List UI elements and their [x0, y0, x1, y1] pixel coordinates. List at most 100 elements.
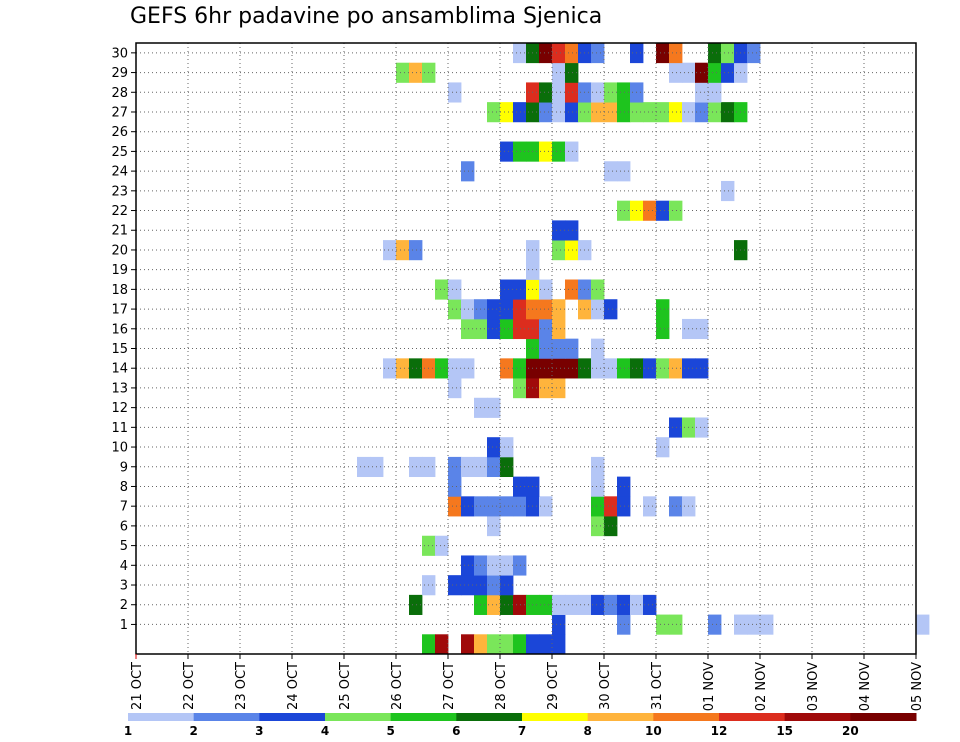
- heatmap-cell: [565, 82, 579, 103]
- heatmap-cell: [552, 338, 566, 359]
- heatmap-cell: [669, 43, 683, 64]
- x-axis: 21 OCT 22 OCT 23 OCT 24 OCT 25 OCT 26 OCT 27 O…: [130, 654, 925, 711]
- heatmap-cell: [487, 437, 501, 458]
- heatmap-cell: [721, 62, 735, 83]
- heatmap-cell: [747, 43, 761, 64]
- x-tick-label: 21 OCT: [130, 662, 145, 710]
- heatmap-cell: [435, 535, 449, 556]
- heatmap-cell: [708, 614, 722, 635]
- colorbar-swatch: [653, 713, 720, 721]
- heatmap-cell: [487, 456, 501, 478]
- heatmap-cell: [552, 299, 566, 320]
- chart-title: GEFS 6hr padavine po ansamblima Sjenica: [130, 4, 603, 29]
- heatmap-cell: [500, 437, 514, 458]
- y-tick-label: 6: [120, 519, 128, 534]
- x-tick-label: 04 NOV: [858, 662, 873, 711]
- y-tick-label: 28: [111, 86, 128, 101]
- heatmap-cell: [565, 62, 579, 83]
- heatmap-cell: [422, 634, 436, 655]
- heatmap-cell: [565, 220, 579, 241]
- x-tick-label: 24 OCT: [286, 662, 301, 710]
- heatmap-cell: [708, 43, 722, 64]
- heatmap-cell: [513, 358, 527, 379]
- colorbar-label: 20: [842, 724, 859, 738]
- y-tick-label: 24: [111, 165, 128, 180]
- heatmap-cell: [500, 634, 514, 655]
- heatmap-cell: [695, 417, 709, 438]
- heatmap-cell: [656, 299, 670, 320]
- colorbar-label: 12: [711, 724, 728, 738]
- heatmap-cell: [604, 299, 618, 320]
- heatmap-cell: [513, 279, 527, 300]
- heatmap-cell: [721, 43, 735, 64]
- heatmap-cell: [565, 358, 579, 379]
- heatmap-cell: [617, 358, 631, 379]
- heatmap-cell: [617, 476, 631, 497]
- heatmap-cell: [591, 456, 605, 478]
- x-tick-label: 23 OCT: [234, 662, 249, 710]
- heatmap-cell: [552, 358, 566, 379]
- heatmap-cell: [409, 594, 423, 615]
- heatmap-cell: [539, 279, 553, 300]
- heatmap-cell: [513, 594, 527, 615]
- heatmap-cell: [656, 43, 670, 64]
- heatmap-cell: [487, 318, 501, 340]
- heatmap-cell: [539, 496, 553, 517]
- heatmap-cell: [539, 594, 553, 615]
- colorbar-label: 5: [386, 724, 394, 738]
- y-tick-label: 29: [111, 66, 128, 81]
- heatmap-cell: [760, 614, 774, 635]
- heatmap-cell: [552, 141, 566, 162]
- heatmap-cell: [513, 496, 527, 517]
- y-tick-label: 27: [111, 105, 128, 120]
- heatmap-cell: [539, 634, 553, 655]
- colorbar-swatch: [587, 713, 654, 721]
- colorbar-swatch: [784, 713, 851, 721]
- heatmap-cell: [500, 456, 514, 478]
- colorbar-swatch: [193, 713, 260, 721]
- heatmap-cell: [591, 82, 605, 103]
- heatmap-cell: [500, 555, 514, 576]
- heatmap-cell: [396, 358, 410, 379]
- heatmap-cell: [526, 634, 540, 655]
- heatmap-cell: [448, 496, 462, 517]
- heatmap-cell: [448, 378, 462, 399]
- heatmap-cell: [669, 614, 683, 635]
- heatmap-cell: [461, 575, 475, 596]
- y-tick-label: 14: [111, 362, 128, 377]
- heatmap-cell: [461, 161, 475, 182]
- heatmap-cell: [500, 594, 514, 615]
- x-tick-label: 02 NOV: [754, 662, 769, 711]
- heatmap-cell: [591, 279, 605, 300]
- heatmap-cell: [487, 555, 501, 576]
- heatmap-cell: [565, 279, 579, 300]
- heatmap-cell: [591, 516, 605, 537]
- colorbar-label: 2: [189, 724, 197, 738]
- heatmap-cell: [604, 161, 618, 182]
- heatmap-cell: [448, 82, 462, 103]
- heatmap-cell: [643, 496, 657, 517]
- colorbar-swatch: [128, 713, 195, 721]
- heatmap-cell: [552, 102, 566, 123]
- y-tick-label: 17: [111, 303, 128, 318]
- x-tick-label: 27 OCT: [442, 662, 457, 710]
- heatmap-cell: [500, 496, 514, 517]
- heatmap-cell: [552, 594, 566, 615]
- heatmap-cell: [435, 279, 449, 300]
- y-tick-label: 4: [120, 559, 128, 574]
- heatmap-cell: [500, 102, 514, 123]
- heatmap-cell: [513, 318, 527, 340]
- heatmap-cell: [604, 82, 618, 103]
- heatmap-cell: [552, 318, 566, 340]
- colorbar-swatch: [325, 713, 392, 721]
- heatmap-cell: [539, 141, 553, 162]
- colorbar-label: 1: [124, 724, 132, 738]
- heatmap-cell: [357, 456, 371, 478]
- heatmap-cell: [513, 141, 527, 162]
- heatmap-cell: [669, 62, 683, 83]
- heatmap-cell: [487, 397, 501, 418]
- heatmap-cell: [591, 102, 605, 123]
- y-tick-label: 12: [111, 401, 128, 416]
- x-tick-label: 25 OCT: [338, 662, 353, 710]
- heatmap-cell: [487, 634, 501, 655]
